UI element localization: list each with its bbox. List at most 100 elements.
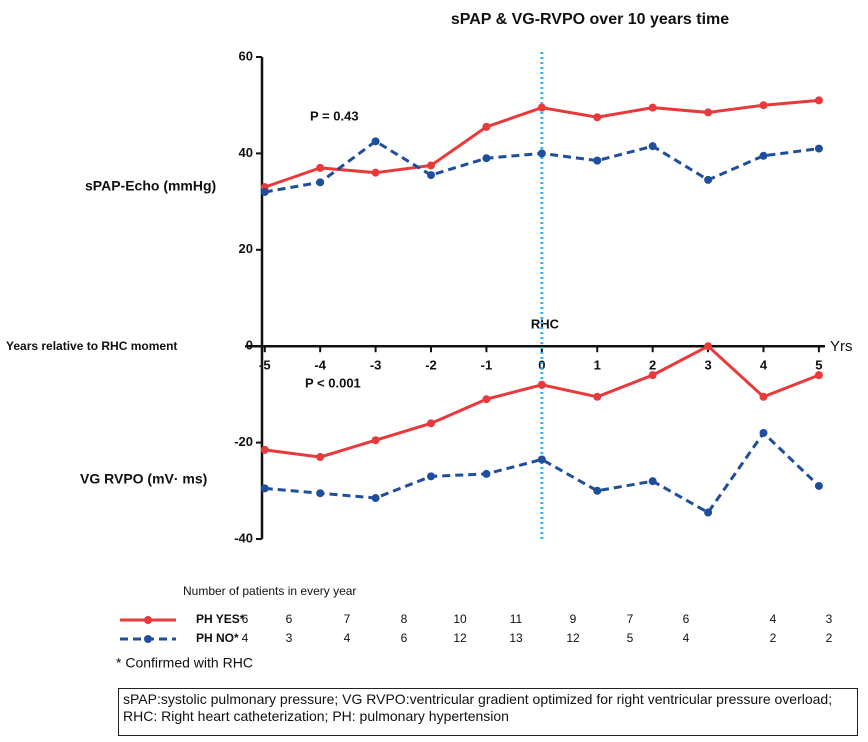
x-tick-label: 0 xyxy=(538,358,545,373)
y-tick-label: -20 xyxy=(234,434,253,449)
legend-label: PH YES* xyxy=(196,612,245,626)
point xyxy=(316,489,325,498)
point xyxy=(537,149,546,158)
table-title: Number of patients in every year xyxy=(183,584,356,598)
count: 3 xyxy=(286,631,293,645)
x-tick-label: 5 xyxy=(815,358,822,373)
x-tick-label: -5 xyxy=(259,358,271,373)
point xyxy=(427,472,436,481)
point xyxy=(814,144,823,153)
point xyxy=(482,154,491,163)
point xyxy=(814,481,823,490)
count: 2 xyxy=(826,631,833,645)
y-label: sPAP-Echo (mmHg) xyxy=(85,178,216,194)
count: 2 xyxy=(770,631,777,645)
point xyxy=(814,96,823,105)
point xyxy=(427,161,436,170)
count: 13 xyxy=(509,631,523,645)
count: 6 xyxy=(242,612,249,626)
point xyxy=(704,508,713,517)
legend-label: PH NO* xyxy=(196,631,239,645)
x-tick-label: 2 xyxy=(649,358,656,373)
x-tick-label: 3 xyxy=(704,358,711,373)
count: 8 xyxy=(401,612,408,626)
point xyxy=(704,342,713,351)
y-tick-label: 0 xyxy=(246,338,253,353)
count: 10 xyxy=(453,612,467,626)
definitions-box: sPAP:systolic pulmonary pressure; VG RVP… xyxy=(118,688,858,736)
count: 7 xyxy=(344,612,351,626)
count: 7 xyxy=(627,612,634,626)
point xyxy=(759,151,768,160)
point xyxy=(260,445,269,454)
point xyxy=(759,392,768,401)
count: 6 xyxy=(286,612,293,626)
x-tick-label: -3 xyxy=(370,358,382,373)
y-label: VG RVPO (mV· ms) xyxy=(80,471,207,487)
y-tick-label: -40 xyxy=(234,530,253,545)
point xyxy=(593,156,602,165)
count: 5 xyxy=(627,631,634,645)
count: 3 xyxy=(826,612,833,626)
x-tick-label: 4 xyxy=(760,358,768,373)
y-tick-label: 60 xyxy=(239,48,253,63)
count: 12 xyxy=(453,631,467,645)
y-tick-label: 20 xyxy=(239,241,253,256)
x-tick-label: -4 xyxy=(314,358,326,373)
point xyxy=(537,103,546,112)
point xyxy=(316,178,325,187)
point xyxy=(648,371,657,380)
count: 12 xyxy=(566,631,580,645)
point xyxy=(593,486,602,495)
point xyxy=(759,101,768,110)
point xyxy=(593,113,602,122)
y-tick-label: 40 xyxy=(239,145,253,160)
footnote: * Confirmed with RHC xyxy=(116,655,253,671)
x-tick-label: -1 xyxy=(481,358,493,373)
point xyxy=(537,380,546,389)
point xyxy=(704,175,713,184)
point xyxy=(593,392,602,401)
point xyxy=(537,455,546,464)
point xyxy=(371,436,380,445)
point xyxy=(482,122,491,131)
point xyxy=(316,163,325,172)
annotation: P < 0.001 xyxy=(305,375,361,390)
chart-title: sPAP & VG-RVPO over 10 years time xyxy=(451,11,729,28)
point xyxy=(371,137,380,146)
point xyxy=(482,469,491,478)
count: 4 xyxy=(770,612,777,626)
point xyxy=(260,187,269,196)
point xyxy=(316,453,325,462)
count: 4 xyxy=(344,631,351,645)
point xyxy=(814,371,823,380)
point xyxy=(482,395,491,404)
annotation: P = 0.43 xyxy=(310,108,359,123)
point xyxy=(648,103,657,112)
legend-marker xyxy=(144,635,152,643)
point xyxy=(704,108,713,117)
count: 6 xyxy=(683,612,690,626)
count: 11 xyxy=(510,612,523,626)
point xyxy=(759,428,768,437)
marker-label: RHC xyxy=(531,316,560,331)
count: 4 xyxy=(242,631,249,645)
x-tick-label: -2 xyxy=(425,358,437,373)
point xyxy=(427,171,436,180)
x-tick-label: 1 xyxy=(594,358,601,373)
point xyxy=(371,494,380,503)
point xyxy=(260,484,269,493)
x-unit: Yrs xyxy=(830,338,853,355)
point xyxy=(427,419,436,428)
count: 9 xyxy=(570,612,577,626)
point xyxy=(648,142,657,151)
x-label: Years relative to RHC moment xyxy=(6,339,177,353)
series-line xyxy=(264,430,820,515)
count: 4 xyxy=(683,631,690,645)
point xyxy=(648,477,657,486)
legend-marker xyxy=(144,616,152,624)
point xyxy=(371,168,380,177)
count: 6 xyxy=(401,631,408,645)
